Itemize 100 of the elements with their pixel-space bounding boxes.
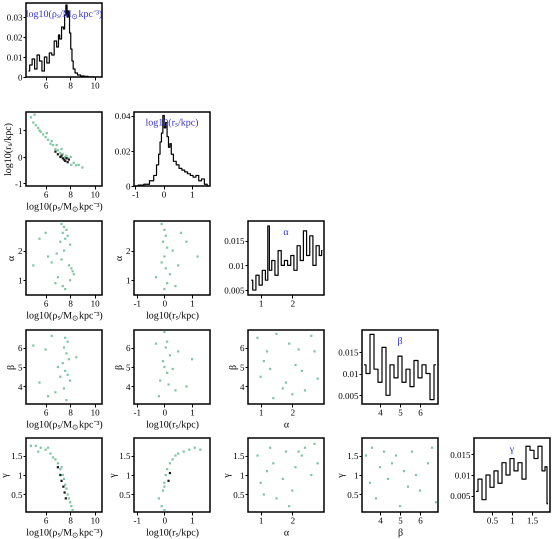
x-tick-label: 2 bbox=[290, 516, 296, 526]
y-tick-label: 5 bbox=[240, 362, 245, 372]
x-tick-label: 0.5 bbox=[486, 516, 499, 526]
x-tick-label: 10 bbox=[90, 516, 100, 526]
x-tick-label: 8 bbox=[68, 298, 74, 308]
y-axis-title: β bbox=[114, 364, 125, 370]
x-tick-label: 8 bbox=[68, 408, 74, 418]
x-tick-label: 6 bbox=[44, 408, 49, 418]
x-tick-label: 0 bbox=[162, 516, 168, 526]
x-tick-label: 0 bbox=[162, 408, 168, 418]
x-tick-label: 10 bbox=[90, 408, 100, 418]
y-tick-label: 0.01 bbox=[454, 470, 470, 480]
x-tick-label: 1 bbox=[190, 516, 195, 526]
x-tick-label: 5 bbox=[398, 408, 404, 418]
y-tick-label: 0 bbox=[18, 72, 23, 82]
y-tick-label: 0.03 bbox=[6, 12, 23, 22]
y-tick-label: 1 bbox=[18, 126, 22, 136]
y-axis-title: γ bbox=[221, 472, 232, 479]
y-tick-label: 4 bbox=[126, 382, 131, 392]
x-tick-label: 10 bbox=[90, 298, 100, 308]
x-axis-title: α bbox=[284, 420, 290, 430]
x-tick-label: 2 bbox=[290, 408, 296, 418]
x-tick-label: -1 bbox=[134, 516, 142, 526]
y-tick-label: 2 bbox=[126, 246, 130, 256]
x-tick-label: 10 bbox=[90, 80, 100, 90]
y-tick-label: 0 bbox=[18, 152, 23, 162]
x-tick-label: 1 bbox=[258, 408, 264, 418]
x-axis-title: log10(ρₛ/M$_{⊙}$kpc⁻³) bbox=[26, 420, 103, 432]
y-axis-title: γ bbox=[0, 472, 10, 479]
y-axis-title: γ bbox=[335, 472, 346, 479]
x-axis-title: log10(rₛ/kpc) bbox=[146, 310, 199, 322]
y-tick-label: 6 bbox=[18, 343, 23, 354]
y-tick-label: 0.015 bbox=[224, 236, 245, 246]
x-tick-label: 6 bbox=[44, 516, 49, 526]
x-tick-label: 1 bbox=[258, 298, 264, 308]
y-tick-label: 1.5 bbox=[347, 451, 359, 462]
x-tick-label: 8 bbox=[68, 80, 74, 90]
text: β bbox=[397, 336, 403, 347]
y-tick-label: 0.01 bbox=[342, 369, 358, 380]
y-tick-label: 4 bbox=[18, 382, 23, 392]
x-tick-label: 1 bbox=[510, 516, 515, 526]
y-axis-title: β bbox=[228, 364, 239, 370]
y-tick-label: 0 bbox=[126, 182, 131, 192]
y-tick-label: 0.5 bbox=[11, 490, 23, 500]
y-tick-label: 1.5 bbox=[11, 451, 23, 462]
x-tick-label: 6 bbox=[418, 516, 424, 526]
y-axis-title: γ bbox=[107, 472, 118, 479]
y-tick-label: 5 bbox=[126, 362, 131, 372]
x-tick-label: 1 bbox=[258, 516, 264, 526]
x-axis-title: log10(ρₛ/M$_{⊙}$kpc⁻³) bbox=[26, 528, 103, 539]
x-tick-label: 1.5 bbox=[526, 516, 539, 526]
x-tick-label: 6 bbox=[44, 298, 49, 308]
y-tick-label: 0.015 bbox=[338, 347, 359, 358]
y-tick-label: 6 bbox=[240, 343, 245, 354]
x-tick-label: 1 bbox=[190, 408, 195, 418]
y-tick-label: 0.005 bbox=[338, 390, 359, 401]
y-axis-title: α bbox=[114, 255, 125, 262]
y-tick-label: 1 bbox=[126, 470, 130, 480]
y-tick-label: 0.005 bbox=[450, 491, 471, 502]
x-axis-title: α bbox=[284, 528, 290, 538]
y-tick-label: -1 bbox=[15, 178, 22, 189]
x-axis-title: β bbox=[398, 528, 404, 538]
y-tick-label: 0.5 bbox=[119, 490, 131, 500]
y-tick-label: 0.01 bbox=[228, 260, 244, 271]
x-tick-label: 10 bbox=[90, 190, 100, 200]
y-tick-label: 0.02 bbox=[114, 146, 130, 156]
y-tick-label: 0.005 bbox=[224, 286, 245, 296]
y-tick-label: 0.015 bbox=[450, 450, 471, 460]
y-tick-label: 1 bbox=[240, 470, 244, 480]
x-tick-label: 6 bbox=[418, 408, 424, 418]
x-tick-label: 0 bbox=[162, 190, 167, 200]
x-axis-title: log10(rₛ/kpc) bbox=[146, 420, 199, 430]
y-tick-label: 1 bbox=[126, 276, 130, 286]
x-tick-label: -1 bbox=[134, 408, 142, 418]
y-tick-label: 1.5 bbox=[119, 451, 131, 462]
x-tick-label: 4 bbox=[378, 516, 384, 526]
x-axis-title: log10(ρₛ/M$_{⊙}$kpc⁻³) bbox=[26, 202, 103, 214]
y-tick-label: 6 bbox=[126, 343, 131, 354]
text: γ bbox=[508, 444, 515, 455]
text: α bbox=[283, 227, 290, 238]
x-tick-label: 4 bbox=[378, 408, 384, 418]
x-tick-label: 8 bbox=[68, 516, 74, 526]
x-tick-label: 6 bbox=[44, 190, 49, 200]
y-tick-label: 0.5 bbox=[233, 490, 245, 500]
y-tick-label: 4 bbox=[240, 382, 245, 392]
x-tick-label: 2 bbox=[290, 298, 296, 308]
x-tick-label: 0 bbox=[162, 298, 168, 308]
x-tick-label: 8 bbox=[68, 190, 74, 200]
y-tick-label: 0.5 bbox=[347, 490, 359, 500]
x-tick-label: 6 bbox=[44, 80, 49, 90]
y-tick-label: 0.02 bbox=[6, 32, 22, 42]
x-tick-label: 1 bbox=[190, 190, 194, 200]
y-axis-title: log10(rₛ/kpc) bbox=[3, 123, 14, 176]
x-axis-title: log10(rₛ/kpc) bbox=[146, 528, 199, 538]
y-axis-title: α bbox=[6, 255, 17, 262]
x-tick-label: -1 bbox=[134, 298, 142, 308]
y-tick-label: 0.04 bbox=[114, 111, 131, 122]
y-tick-label: 1.5 bbox=[233, 451, 245, 462]
y-tick-label: 2 bbox=[18, 246, 22, 256]
y-tick-label: 0.01 bbox=[6, 52, 22, 62]
